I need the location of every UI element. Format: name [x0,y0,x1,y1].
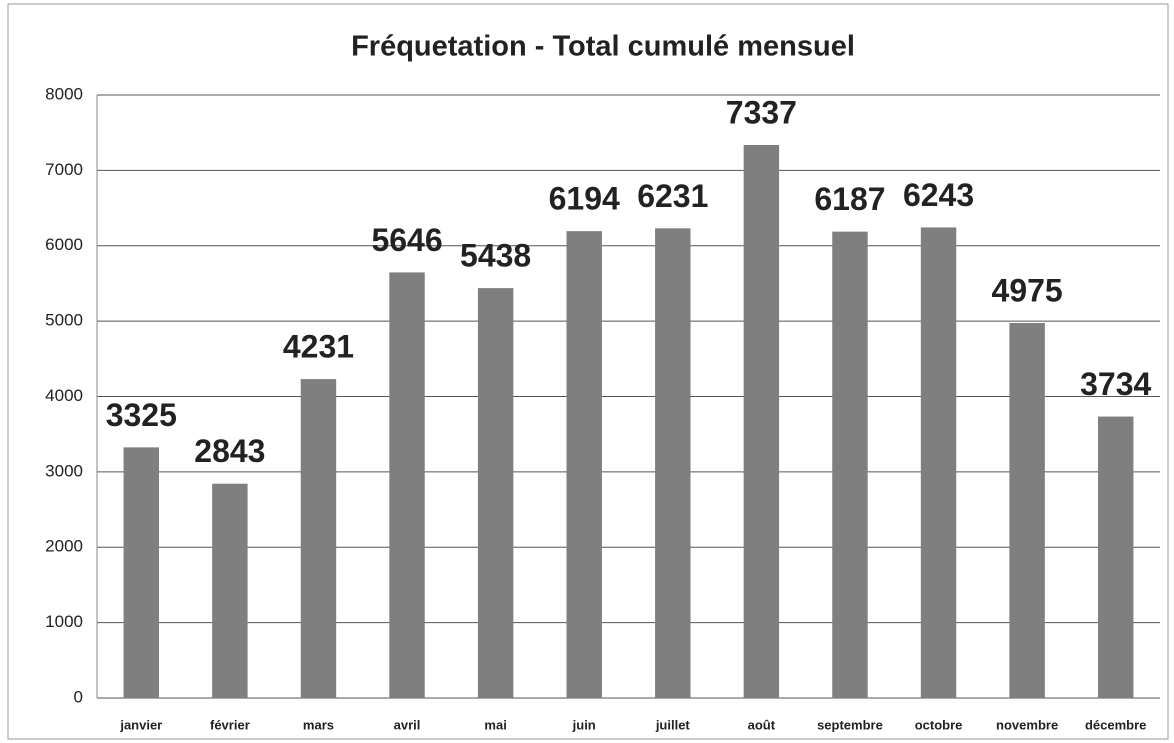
bar [389,272,425,698]
x-tick-label: mars [303,717,334,732]
data-label: 5438 [460,238,531,274]
x-tick-label: septembre [817,717,883,732]
bar [1097,416,1134,698]
x-tick-label: juin [572,717,596,732]
y-tick-label: 4000 [45,386,83,405]
data-label: 7337 [726,94,797,130]
bar [212,483,248,698]
data-label: 4975 [992,272,1063,308]
bar [123,447,160,698]
y-tick-label: 1000 [45,612,83,631]
x-tick-label: février [210,717,250,732]
x-tick-label: août [748,717,776,732]
data-label: 6187 [814,181,885,217]
bar [477,288,514,698]
bar [1009,323,1045,698]
bar [655,228,691,698]
x-tick-label: janvier [119,717,162,732]
y-tick-label: 2000 [45,537,83,556]
data-label: 2843 [194,433,265,469]
y-tick-label: 5000 [45,311,83,330]
data-label: 3734 [1080,366,1151,402]
data-label: 3325 [106,397,177,433]
bar [832,231,868,698]
bar [300,379,337,698]
bar [743,144,780,698]
x-tick-label: novembre [996,717,1058,732]
data-label: 6231 [637,178,708,214]
x-tick-label: juillet [655,717,691,732]
y-tick-label: 6000 [45,235,83,254]
data-label: 6194 [549,181,620,217]
chart-title: Fréquetation - Total cumulé mensuel [351,31,855,63]
x-tick-label: mai [484,717,506,732]
x-tick-label: octobre [915,717,963,732]
y-tick-label: 8000 [45,84,83,103]
y-tick-label: 3000 [45,461,83,480]
x-tick-label: avril [394,717,421,732]
x-tick-label: décembre [1085,717,1146,732]
data-label: 6243 [903,177,974,213]
bar [566,231,602,698]
data-label: 5646 [371,222,442,258]
y-tick-label: 7000 [45,160,83,179]
data-label: 4231 [283,329,354,365]
bar [920,227,957,698]
y-tick-label: 0 [74,687,83,706]
